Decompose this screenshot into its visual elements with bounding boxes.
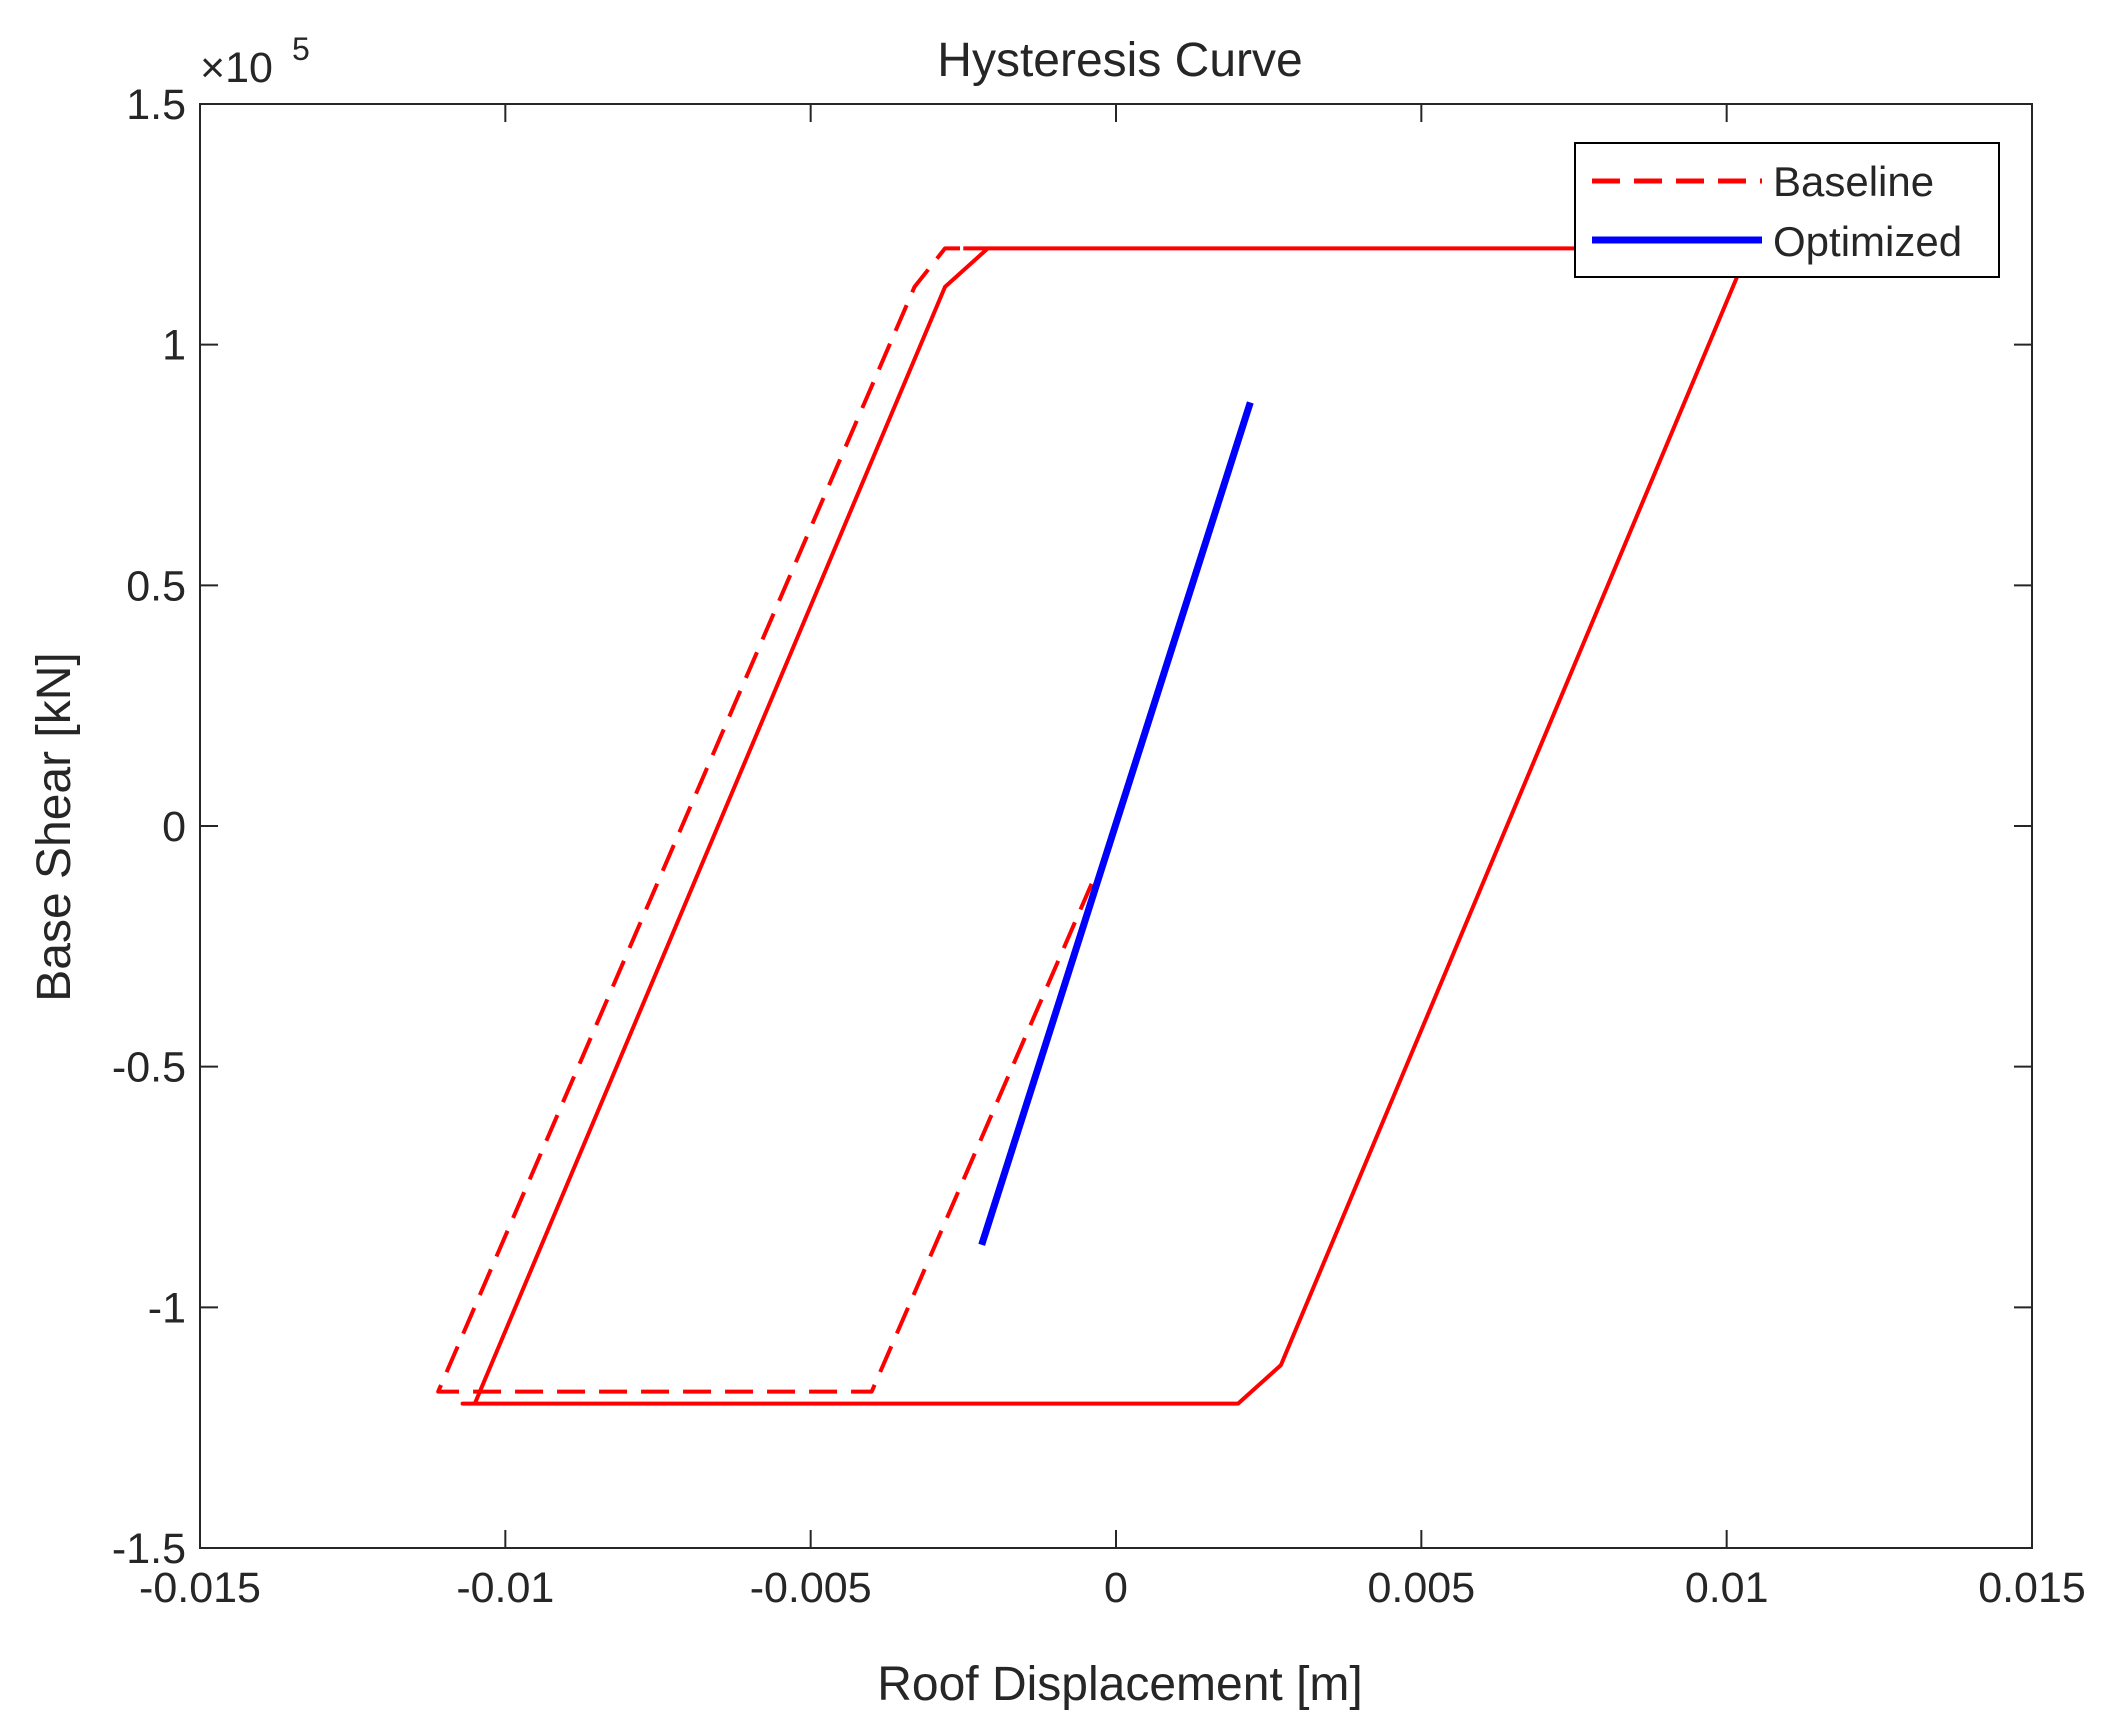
- x-tick-label: -0.01: [456, 1564, 554, 1612]
- y-tick-label: -0.5: [112, 1044, 186, 1092]
- y-tick-label: 0: [162, 803, 186, 851]
- y-exponent-power: 5: [292, 31, 310, 67]
- y-exponent: ×10 5: [200, 31, 310, 92]
- chart-title: Hysteresis Curve: [937, 34, 1302, 87]
- y-tick-label: 1: [162, 322, 186, 370]
- x-tick-label: -0.015: [139, 1564, 261, 1612]
- legend-box: [1574, 142, 2000, 278]
- y-exponent-base: ×10: [200, 44, 273, 92]
- x-tick-label: -0.005: [750, 1564, 872, 1612]
- y-axis-title: Base Shear [kN]: [28, 652, 81, 1002]
- legend-label-baseline: Baseline: [1773, 158, 1934, 205]
- series-line-baseline: [436, 246, 1094, 1394]
- series-line-optimized: [978, 401, 1254, 1246]
- series-line-baseline-loop-1: [460, 246, 1741, 1406]
- x-tick-label: 0.015: [1978, 1564, 2086, 1612]
- series-layer: [436, 246, 1741, 1406]
- x-tick-label: 0.005: [1368, 1564, 1476, 1612]
- y-tick-label: 0.5: [126, 562, 186, 610]
- x-tick-label: 0.01: [1685, 1564, 1769, 1612]
- y-tick-label: 1.5: [126, 81, 186, 129]
- x-axis-title: Roof Displacement [m]: [877, 1658, 1363, 1711]
- ticks-layer: -0.015 -0.01 -0.005 0 0.005 0.01 0.015 -1.5 -1 -0…: [112, 81, 2086, 1612]
- x-tick-label: 0: [1104, 1564, 1128, 1612]
- legend-label-optimized: Optimized: [1773, 218, 1962, 265]
- legend: Baseline Optimized: [1574, 142, 2000, 278]
- y-tick-label: -1: [148, 1284, 186, 1332]
- y-tick-label: -1.5: [112, 1525, 186, 1573]
